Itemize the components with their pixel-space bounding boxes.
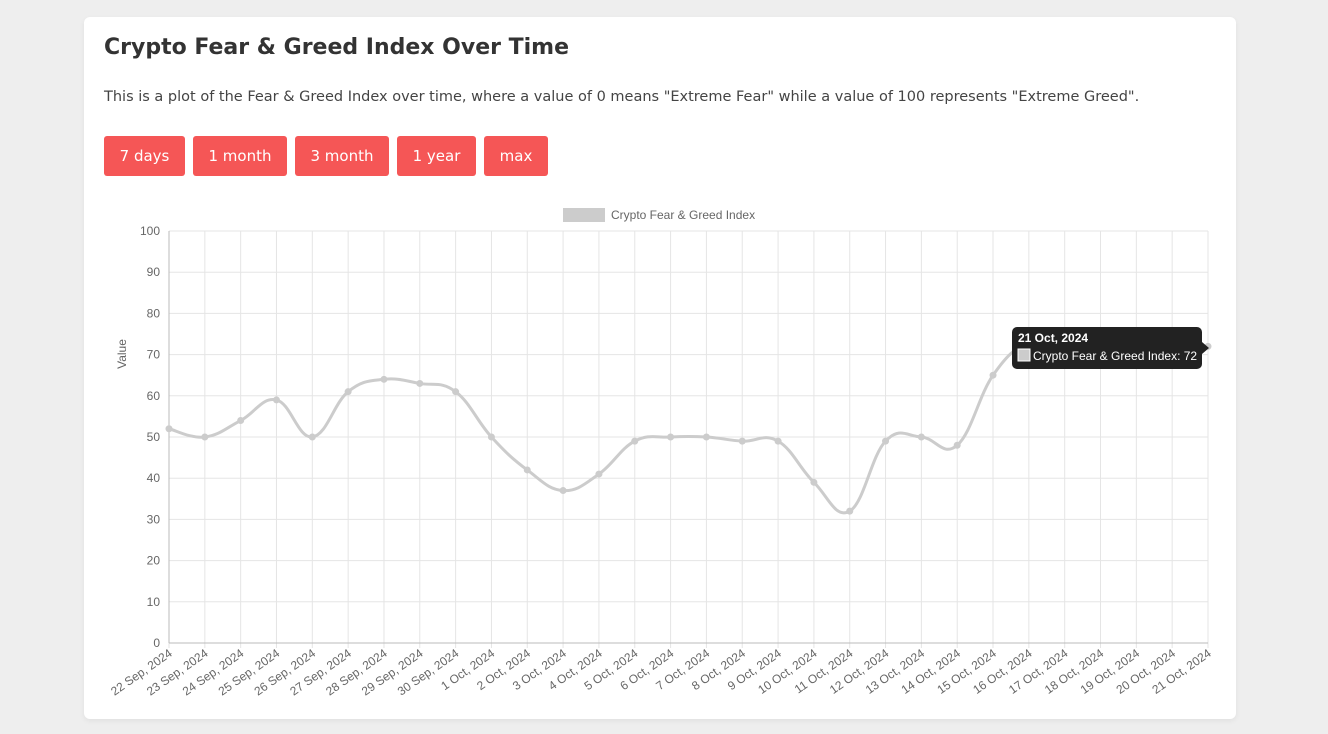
data-point[interactable] — [272, 396, 280, 404]
y-tick-label: 10 — [147, 595, 161, 609]
data-point[interactable] — [452, 388, 460, 396]
y-tick-label: 100 — [140, 224, 160, 238]
data-point[interactable] — [165, 425, 173, 433]
tooltip-label: Crypto Fear & Greed Index: 72 — [1033, 349, 1197, 363]
y-axis-label: Value — [115, 339, 129, 369]
y-tick-label: 30 — [147, 512, 161, 526]
data-point[interactable] — [631, 437, 639, 445]
data-point[interactable] — [595, 470, 603, 478]
data-point[interactable] — [344, 388, 352, 396]
y-tick-label: 90 — [147, 265, 161, 279]
y-tick-label: 70 — [147, 348, 161, 362]
data-point[interactable] — [810, 478, 818, 486]
range-3-month-button[interactable]: 3 month — [295, 136, 389, 176]
data-point[interactable] — [559, 487, 567, 495]
range-1-year-button[interactable]: 1 year — [397, 136, 476, 176]
data-point[interactable] — [237, 417, 245, 425]
tooltip-background — [1012, 327, 1202, 369]
data-point[interactable] — [702, 433, 710, 441]
range-max-button[interactable]: max — [484, 136, 548, 176]
y-tick-label: 40 — [147, 471, 161, 485]
legend[interactable]: Crypto Fear & Greed Index — [563, 208, 755, 222]
tooltip-caret — [1202, 342, 1209, 354]
data-point[interactable] — [846, 507, 854, 515]
legend-swatch — [563, 208, 605, 222]
chart-card: Crypto Fear & Greed Index Over Time This… — [84, 17, 1236, 719]
legend-label: Crypto Fear & Greed Index — [611, 208, 755, 222]
data-point[interactable] — [487, 433, 495, 441]
data-point[interactable] — [774, 437, 782, 445]
data-point[interactable] — [380, 375, 388, 383]
grid-lines — [168, 230, 1209, 648]
page-title: Crypto Fear & Greed Index Over Time — [104, 35, 570, 60]
y-tick-label: 0 — [153, 636, 160, 650]
data-point[interactable] — [308, 433, 316, 441]
range-7-days-button[interactable]: 7 days — [104, 136, 185, 176]
data-point[interactable] — [882, 437, 890, 445]
y-tick-label: 80 — [147, 306, 161, 320]
data-point[interactable] — [917, 433, 925, 441]
data-point[interactable] — [738, 437, 746, 445]
range-1-month-button[interactable]: 1 month — [193, 136, 287, 176]
data-point[interactable] — [953, 441, 961, 449]
y-tick-label: 20 — [147, 554, 161, 568]
tooltip-swatch — [1017, 348, 1031, 362]
data-point[interactable] — [989, 371, 997, 379]
tooltip: 21 Oct, 2024 Crypto Fear & Greed Index: … — [1012, 327, 1209, 369]
data-point[interactable] — [416, 379, 424, 387]
data-point[interactable] — [201, 433, 209, 441]
tooltip-title: 21 Oct, 2024 — [1018, 331, 1088, 345]
data-point[interactable] — [667, 433, 675, 441]
y-tick-label: 50 — [147, 430, 161, 444]
data-point[interactable] — [523, 466, 531, 474]
page-description: This is a plot of the Fear & Greed Index… — [104, 89, 1140, 105]
y-tick-label: 60 — [147, 389, 161, 403]
